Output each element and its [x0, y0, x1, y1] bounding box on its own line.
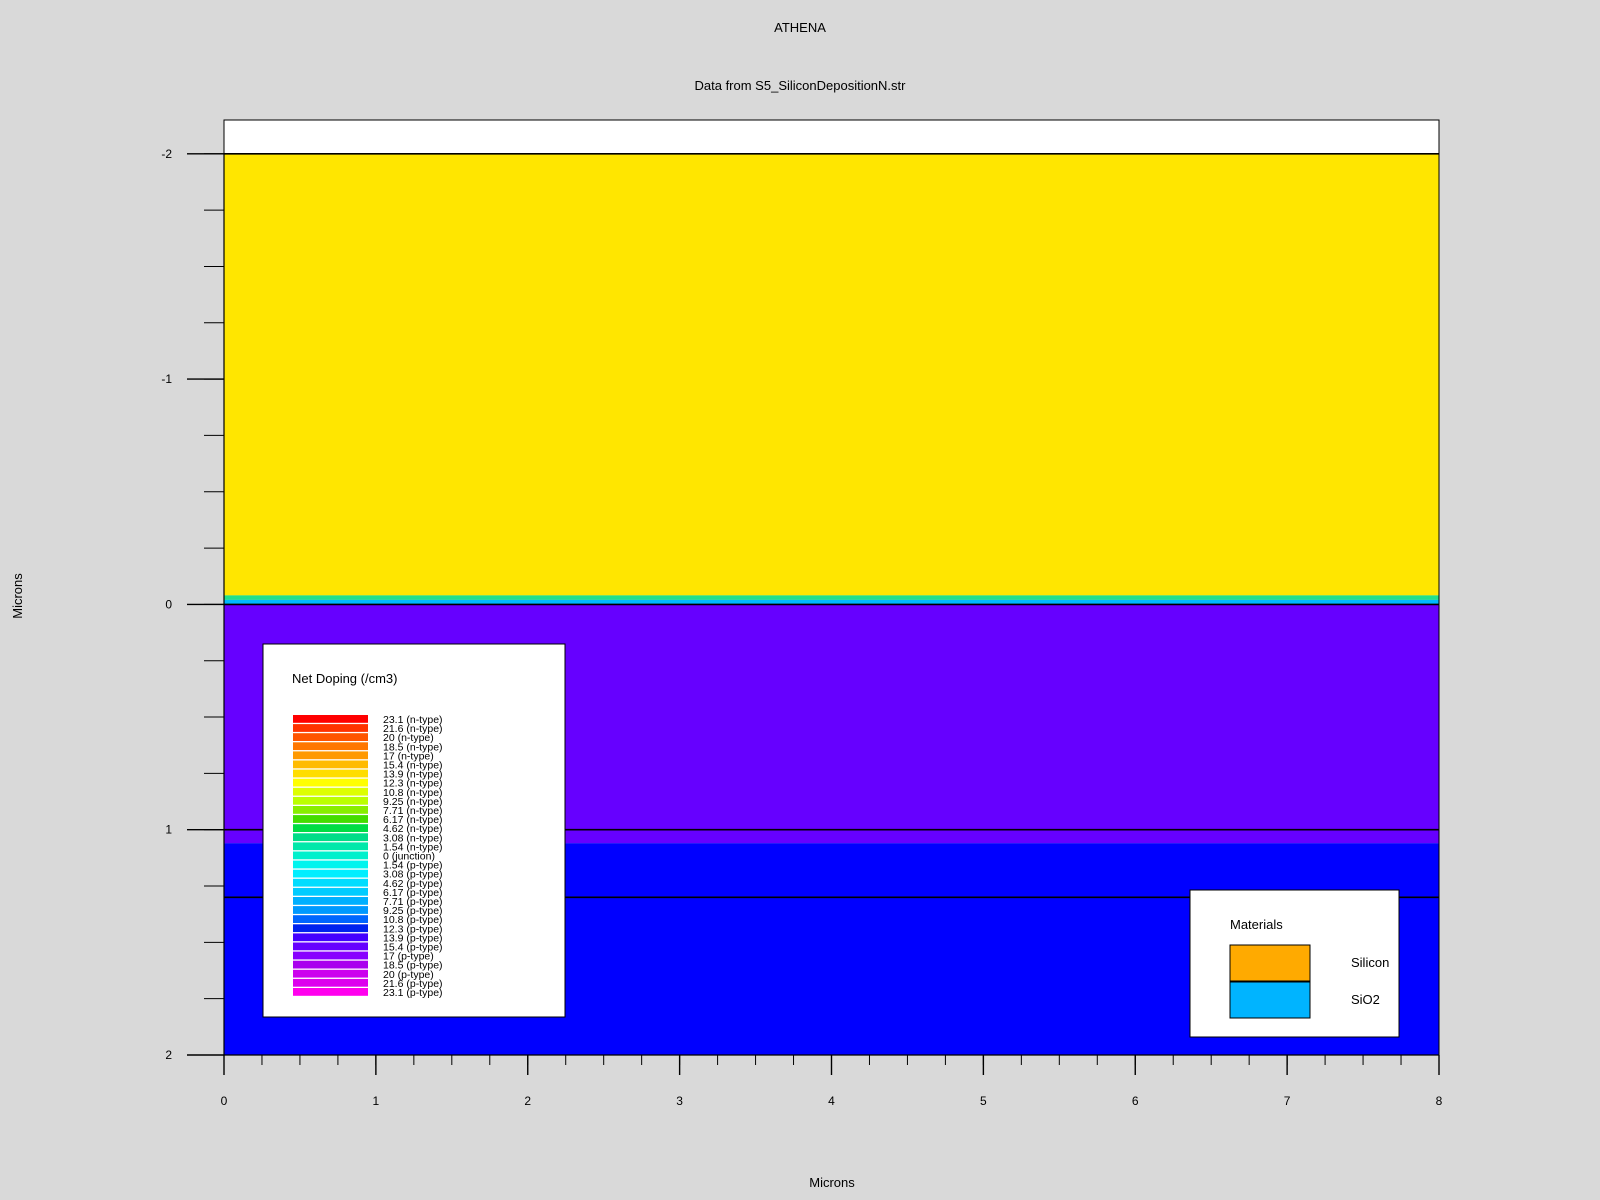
doping-legend-label: 9.25 (p-type) [383, 905, 443, 917]
doping-region [224, 599, 1439, 605]
x-tick-label: 4 [828, 1094, 835, 1108]
doping-legend-swatch [293, 878, 368, 887]
doping-legend-swatch [293, 887, 368, 896]
doping-legend-swatch [293, 778, 368, 787]
material-label: SiO2 [1351, 992, 1380, 1007]
x-axis-label: Microns [809, 1175, 855, 1190]
doping-legend-label: 3.08 (p-type) [383, 869, 443, 881]
doping-region [224, 153, 1439, 596]
y-tick-label: -2 [161, 147, 172, 161]
doping-legend-label: 10.8 (n-type) [383, 787, 443, 799]
doping-legend-swatch [293, 733, 368, 741]
doping-legend-label: 17 (p-type) [383, 951, 434, 963]
doping-legend-swatch [293, 833, 368, 842]
chart-subtitle: Data from S5_SiliconDepositionN.str [695, 78, 907, 93]
doping-legend-title: Net Doping (/cm3) [292, 671, 397, 686]
doping-legend-label: 1.54 (n-type) [383, 841, 443, 853]
doping-legend-label: 3.08 (n-type) [383, 832, 443, 844]
doping-legend-swatch [293, 842, 368, 851]
y-tick-label: 1 [165, 823, 172, 837]
doping-region [224, 595, 1439, 600]
materials-legend-entries: Silicon SiO2 [1229, 944, 1389, 1019]
doping-legend-label: 9.25 (n-type) [383, 796, 443, 808]
doping-legend-entries: 23.1 (n-type)21.6 (n-type)20 (n-type)18.… [293, 714, 443, 999]
y-axis-label: Microns [10, 573, 25, 619]
doping-legend-swatch [293, 924, 368, 933]
x-tick-label: 0 [221, 1094, 228, 1108]
doping-legend-label: 23.1 (p-type) [383, 987, 443, 999]
y-axis: -2 -1 0 1 2 [161, 147, 225, 1062]
x-tick-label: 8 [1436, 1094, 1443, 1108]
doping-legend-swatch [293, 969, 368, 978]
doping-legend-swatch [293, 906, 368, 914]
x-tick-label: 3 [676, 1094, 683, 1108]
doping-legend-label: 15.4 (n-type) [383, 760, 443, 772]
doping-legend-swatch [293, 951, 368, 960]
x-tick-label: 2 [524, 1094, 531, 1108]
doping-legend-label: 13.9 (p-type) [383, 932, 443, 944]
doping-legend-swatch [293, 787, 368, 796]
x-tick-label: 6 [1132, 1094, 1139, 1108]
chart-title: ATHENA [774, 20, 826, 35]
doping-legend-swatch [293, 988, 368, 996]
x-tick-label: 7 [1284, 1094, 1291, 1108]
doping-legend-swatch [293, 933, 368, 942]
material-swatch [1229, 944, 1311, 982]
doping-legend-swatch [293, 751, 368, 760]
doping-legend-label: 4.62 (p-type) [383, 878, 443, 890]
doping-legend-swatch [293, 796, 368, 805]
doping-legend-label: 12.3 (p-type) [383, 923, 443, 935]
doping-legend-swatch [293, 869, 368, 878]
doping-legend-swatch [293, 824, 368, 832]
doping-legend-label: 0 (junction) [383, 851, 435, 863]
doping-legend-label: 20 (n-type) [383, 732, 434, 744]
doping-legend-swatch [293, 960, 368, 969]
doping-legend-swatch [293, 815, 368, 823]
doping-legend-label: 15.4 (p-type) [383, 942, 443, 954]
doping-legend-swatch [293, 742, 368, 751]
x-tick-label: 5 [980, 1094, 987, 1108]
doping-legend-label: 1.54 (p-type) [383, 860, 443, 872]
doping-legend-swatch [293, 851, 368, 860]
doping-legend-label: 13.9 (n-type) [383, 769, 443, 781]
doping-legend-label: 6.17 (p-type) [383, 887, 443, 899]
doping-legend-label: 4.62 (n-type) [383, 823, 443, 835]
doping-legend-swatch [293, 915, 368, 923]
doping-legend-label: 20 (p-type) [383, 969, 434, 981]
doping-legend-label: 17 (n-type) [383, 750, 434, 762]
materials-legend: Materials Silicon SiO2 [1189, 889, 1400, 1038]
doping-legend-swatch [293, 860, 368, 869]
doping-legend-label: 18.5 (n-type) [383, 741, 443, 753]
doping-legend-label: 23.1 (n-type) [383, 714, 443, 726]
doping-legend-label: 6.17 (n-type) [383, 814, 443, 826]
doping-legend-label: 21.6 (n-type) [383, 723, 443, 735]
doping-legend-label: 10.8 (p-type) [383, 914, 443, 926]
doping-legend-swatch [293, 897, 368, 905]
doping-legend-swatch [293, 942, 368, 951]
material-swatch [1229, 981, 1311, 1019]
y-tick-label: 2 [165, 1048, 172, 1062]
materials-legend-title: Materials [1230, 917, 1283, 932]
y-tick-label: 0 [165, 597, 172, 611]
x-axis: 0 1 2 3 4 5 6 7 8 [221, 1054, 1443, 1108]
material-label: Silicon [1351, 955, 1389, 970]
doping-legend-swatch [293, 978, 368, 987]
doping-legend-swatch [293, 724, 368, 732]
doping-legend: Net Doping (/cm3) 23.1 (n-type)21.6 (n-t… [262, 643, 566, 1018]
doping-legend-label: 18.5 (p-type) [383, 960, 443, 972]
doping-region [224, 120, 1439, 154]
x-tick-label: 1 [373, 1094, 380, 1108]
doping-legend-label: 7.71 (n-type) [383, 805, 443, 817]
doping-legend-label: 12.3 (n-type) [383, 778, 443, 790]
doping-legend-label: 7.71 (p-type) [383, 896, 443, 908]
doping-legend-swatch [293, 806, 368, 814]
doping-legend-label: 21.6 (p-type) [383, 978, 443, 990]
doping-legend-swatch [293, 760, 368, 769]
doping-legend-swatch [293, 715, 368, 723]
y-tick-label: -1 [161, 372, 172, 386]
doping-legend-swatch [293, 769, 368, 778]
